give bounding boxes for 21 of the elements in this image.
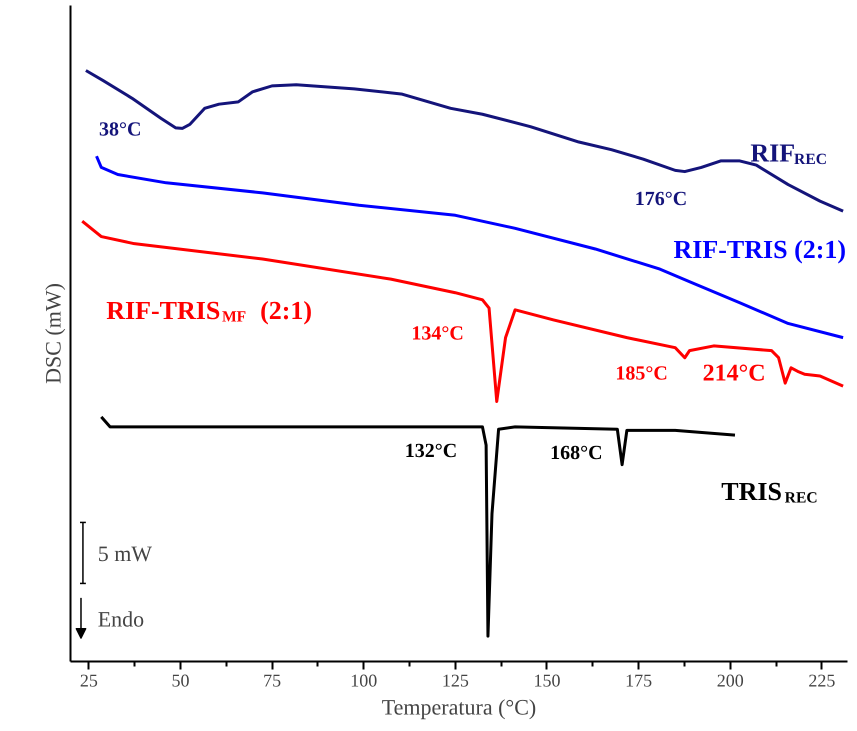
annotation: 214°C	[702, 360, 766, 387]
annotation: 168°C	[550, 442, 603, 464]
annotation: 134°C	[411, 322, 464, 344]
x-tick-label: 200	[716, 670, 744, 690]
x-tick-label: 50	[171, 670, 190, 690]
annotation: 132°C	[404, 440, 458, 462]
x-tick-label: 150	[533, 670, 560, 690]
y-axis-title: DSC (mW)	[40, 283, 66, 384]
annotation: 38°C	[99, 118, 142, 140]
annotation: 5 mW	[98, 540, 152, 566]
annotation: Endo	[98, 606, 144, 632]
x-tick-label: 175	[625, 670, 652, 690]
x-tick-label: 225	[808, 670, 836, 690]
x-tick-label: 75	[263, 670, 282, 690]
annotation: 185°C	[615, 362, 668, 385]
x-tick-label: 125	[442, 670, 469, 690]
series-label: RIF-TRIS (2:1)	[673, 235, 846, 264]
annotation: 176°C	[634, 188, 688, 210]
x-tick-label: 25	[80, 670, 98, 690]
x-axis-title: Temperatura (°C)	[382, 694, 536, 720]
x-tick-label: 100	[350, 670, 378, 690]
